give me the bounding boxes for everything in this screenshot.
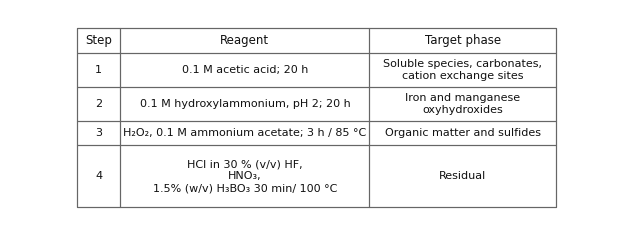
Bar xyxy=(121,28,370,53)
Text: 3: 3 xyxy=(95,128,103,138)
Text: H₂O₂, 0.1 M ammonium acetate; 3 h / 85 °C: H₂O₂, 0.1 M ammonium acetate; 3 h / 85 °… xyxy=(123,128,366,138)
Text: HNO₃,: HNO₃, xyxy=(228,171,261,181)
Bar xyxy=(77,53,121,87)
Bar xyxy=(77,120,121,145)
Text: Iron and manganese: Iron and manganese xyxy=(405,93,520,103)
Text: 0.1 M hydroxylammonium, pH 2; 20 h: 0.1 M hydroxylammonium, pH 2; 20 h xyxy=(140,99,350,109)
Text: Residual: Residual xyxy=(439,171,486,181)
Bar xyxy=(370,145,556,207)
Bar xyxy=(121,87,370,120)
Bar xyxy=(370,28,556,53)
Bar xyxy=(370,120,556,145)
Bar xyxy=(121,145,370,207)
Text: 4: 4 xyxy=(95,171,103,181)
Bar xyxy=(77,87,121,120)
Text: 1.5% (w/v) H₃BO₃ 30 min/ 100 °C: 1.5% (w/v) H₃BO₃ 30 min/ 100 °C xyxy=(153,184,337,194)
Bar xyxy=(370,53,556,87)
Text: 2: 2 xyxy=(95,99,103,109)
Text: oxyhydroxides: oxyhydroxides xyxy=(423,105,503,115)
Text: Step: Step xyxy=(85,34,112,47)
Text: 0.1 M acetic acid; 20 h: 0.1 M acetic acid; 20 h xyxy=(182,65,308,75)
Bar xyxy=(121,53,370,87)
Text: 1: 1 xyxy=(95,65,103,75)
Text: Reagent: Reagent xyxy=(221,34,269,47)
Bar xyxy=(121,120,370,145)
Text: cation exchange sites: cation exchange sites xyxy=(402,71,523,81)
Bar xyxy=(77,145,121,207)
Bar xyxy=(370,87,556,120)
Text: Organic matter and sulfides: Organic matter and sulfides xyxy=(385,128,541,138)
Text: Soluble species, carbonates,: Soluble species, carbonates, xyxy=(383,59,543,69)
Bar xyxy=(77,28,121,53)
Text: Target phase: Target phase xyxy=(425,34,501,47)
Text: HCl in 30 % (v/v) HF,: HCl in 30 % (v/v) HF, xyxy=(187,159,303,169)
